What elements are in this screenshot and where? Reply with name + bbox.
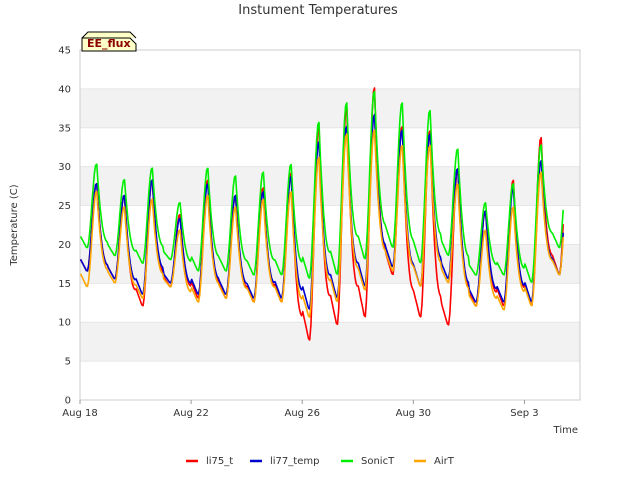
y-axis-ticks: 0 5 10 15 20 25 30 35 40 45 [58, 46, 71, 407]
y-tick-label: 5 [65, 357, 71, 368]
y-tick-label: 0 [65, 396, 71, 407]
x-axis-label: Time [553, 425, 578, 436]
plot-band [80, 88, 580, 128]
x-axis-ticks: Aug 18 Aug 22 Aug 26 Aug 30 Sep 3 [62, 400, 539, 419]
plot-band [80, 127, 580, 167]
chart-title: Instument Temperatures [238, 3, 398, 18]
legend-label-li77_temp: li77_temp [270, 456, 319, 467]
plot-band [80, 166, 580, 206]
x-tick-label: Aug 26 [285, 408, 320, 419]
plot-background [80, 49, 580, 401]
y-tick-label: 20 [58, 240, 71, 251]
y-tick-label: 45 [58, 46, 71, 57]
y-tick-label: 10 [58, 318, 71, 329]
x-tick-label: Aug 18 [62, 408, 97, 419]
y-tick-label: 15 [58, 279, 71, 290]
plot-band [80, 322, 580, 362]
y-tick-label: 40 [58, 84, 71, 95]
badge-box [81, 31, 137, 52]
series-line-SonicT [79, 90, 564, 284]
legend: li75_t li77_temp SonicT AirT [186, 456, 455, 467]
x-tick-label: Aug 30 [396, 408, 431, 419]
badge: EE_flux [81, 31, 137, 52]
badge-label: EE_flux [87, 37, 131, 50]
plot-band [80, 361, 580, 400]
legend-label-li75_t: li75_t [206, 456, 233, 467]
y-tick-label: 35 [58, 123, 71, 134]
x-tick-label: Aug 22 [173, 408, 208, 419]
plot-band [80, 50, 580, 89]
legend-label-AirT: AirT [434, 456, 455, 467]
y-tick-label: 30 [58, 162, 71, 173]
y-axis-label: Temperature (C) [9, 184, 20, 266]
plot-band [80, 205, 580, 245]
series-line-AirT [79, 129, 564, 318]
y-tick-label: 25 [58, 201, 71, 212]
legend-label-SonicT: SonicT [361, 456, 395, 467]
series-lines [79, 87, 564, 341]
x-tick-label: Sep 3 [510, 408, 538, 419]
plot-frame [79, 49, 581, 401]
